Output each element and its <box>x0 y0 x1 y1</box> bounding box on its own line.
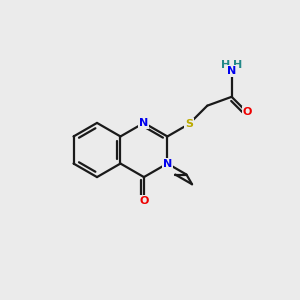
Text: H: H <box>220 60 230 70</box>
Text: O: O <box>242 107 252 117</box>
Text: H: H <box>233 60 243 70</box>
Text: O: O <box>139 196 148 206</box>
Text: S: S <box>185 119 193 129</box>
Text: N: N <box>227 66 236 76</box>
Text: N: N <box>139 118 148 128</box>
Text: N: N <box>163 158 172 169</box>
